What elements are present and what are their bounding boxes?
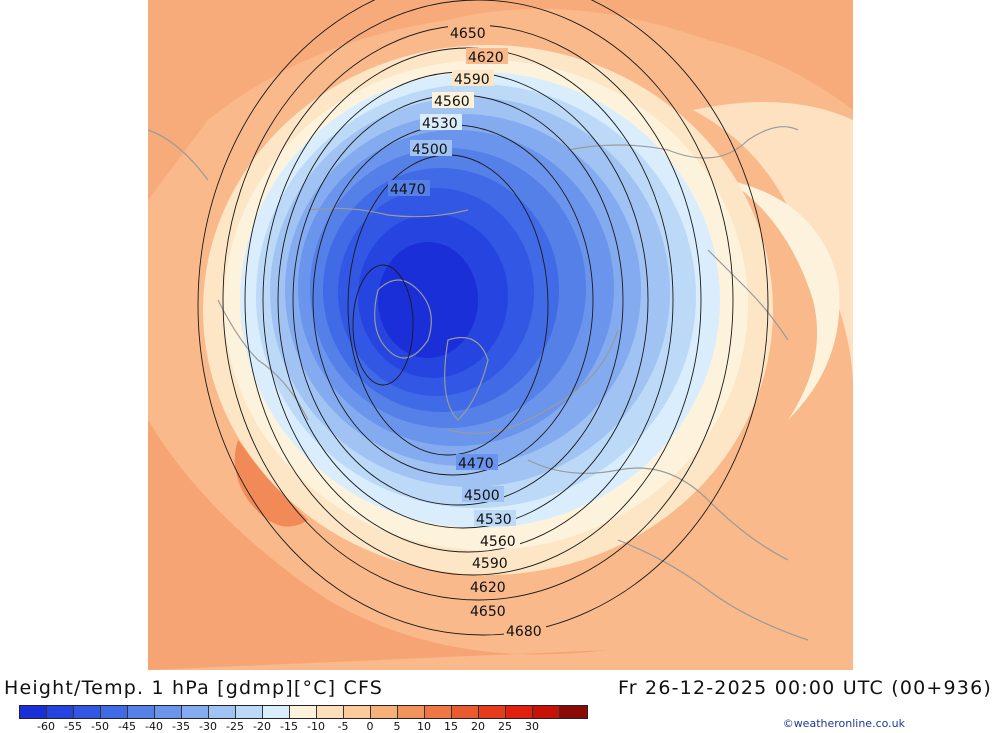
colorbar-swatch [452,706,479,718]
coastlines [148,126,809,641]
colorbar-tick-label: 10 [417,720,431,733]
contour-label-4650-bottom: 4650 [470,604,506,620]
colorbar-tick-label: -55 [64,720,82,733]
contour-label-4560-bottom: 4560 [480,534,516,550]
contour-label-4500-bottom: 4500 [464,488,500,504]
colorbar-swatch [182,706,209,718]
height-temperature-map: 4650 4620 4590 4560 4530 4500 4470 4470 … [148,0,853,670]
contour-label-4470-top: 4470 [390,182,426,198]
contour-label-4470-bottom: 4470 [458,456,494,472]
colorbar-swatch [479,706,506,718]
colorbar-swatch [47,706,74,718]
colorbar-swatch [74,706,101,718]
colorbar-swatch [533,706,560,718]
colorbar-swatch [155,706,182,718]
colorbar-swatch [344,706,371,718]
colorbar-swatch [101,706,128,718]
colorbar-swatch [398,706,425,718]
contour-label-4530-top: 4530 [422,116,458,132]
contour-labels: 4650 4620 4590 4560 4530 4500 4470 4470 … [388,24,546,640]
valid-time: Fr 26-12-2025 00:00 UTC (00+936) [618,677,992,699]
contour-label-4620-bottom: 4620 [470,580,506,596]
colorbar-swatch [560,706,587,718]
colorbar-tick-label: 30 [525,720,539,733]
colorbar-tick-label: -30 [199,720,217,733]
contour-label-4530-bottom: 4530 [476,512,512,528]
colorbar-tick-label: -45 [118,720,136,733]
colorbar-tick-label: 15 [444,720,458,733]
colorbar-tick-label: -40 [145,720,163,733]
contour-label-4620-top: 4620 [468,50,504,66]
contour-label-4500-top: 4500 [412,142,448,158]
colorbar-tick-label: -35 [172,720,190,733]
map-panel: 4650 4620 4590 4560 4530 4500 4470 4470 … [148,0,853,670]
colorbar [19,705,588,719]
colorbar-tick-label: 0 [366,720,374,733]
chart-title: Height/Temp. 1 hPa [gdmp][°C] CFS [4,677,384,699]
colorbar-swatch [506,706,533,718]
contour-label-4590-bottom: 4590 [472,556,508,572]
colorbar-swatch [263,706,290,718]
colorbar-swatch [128,706,155,718]
credit-link[interactable]: ©weatheronline.co.uk [782,717,905,730]
colorbar-tick-label: 25 [498,720,512,733]
contour-label-4650-top: 4650 [450,26,486,42]
colorbar-tick-label: -15 [280,720,298,733]
colorbar-tick-label: -10 [307,720,325,733]
contour-label-4560-top: 4560 [434,94,470,110]
colorbar-tick-label: -25 [226,720,244,733]
colorbar-swatch [425,706,452,718]
colorbar-swatch [371,706,398,718]
colorbar-swatch [236,706,263,718]
colorbar-tick-label: -60 [37,720,55,733]
colorbar-swatch [209,706,236,718]
colorbar-swatch [20,706,47,718]
colorbar-tick-label: 20 [471,720,485,733]
colorbar-tick-label: 5 [393,720,401,733]
colorbar-tick-label: -5 [337,720,349,733]
contour-label-4590-top: 4590 [454,72,490,88]
contour-label-4680: 4680 [506,624,542,640]
colorbar-swatch [317,706,344,718]
colorbar-swatch [290,706,317,718]
colorbar-tick-label: -20 [253,720,271,733]
colorbar-tick-label: -50 [91,720,109,733]
